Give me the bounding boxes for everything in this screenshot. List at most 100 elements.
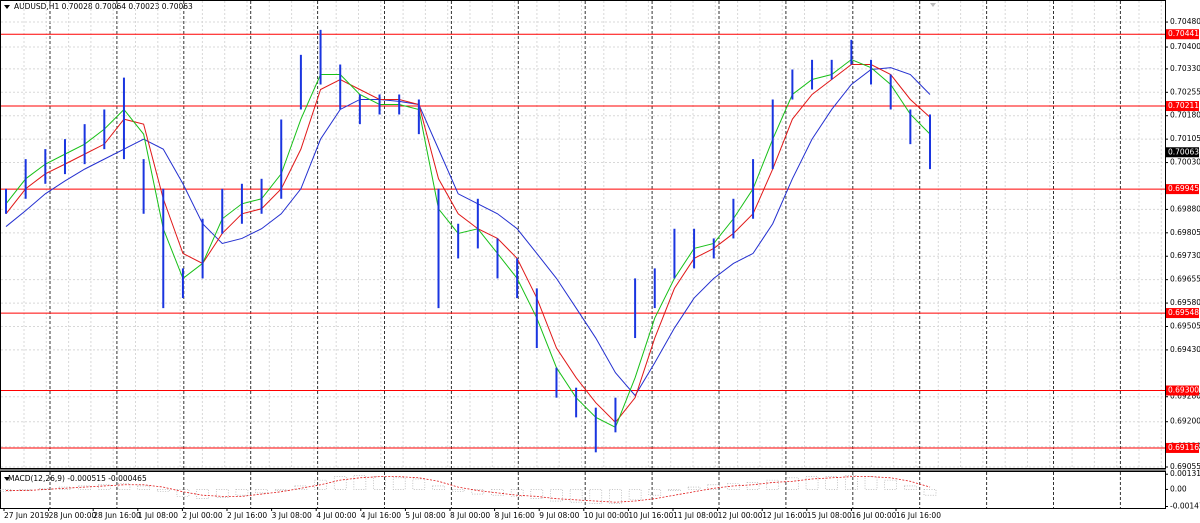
macd-frame	[0, 471, 1166, 509]
x-tick-label: 12 Jul 16:00	[762, 511, 807, 520]
y-tick-label: 0.69730	[1170, 251, 1200, 260]
y-tick-label: 0.70480	[1170, 17, 1200, 26]
macd-bar	[884, 479, 897, 490]
macd-bar	[864, 476, 878, 490]
y-tick-label: 0.69280	[1170, 392, 1200, 401]
y-tick-label: 0.70105	[1170, 134, 1200, 143]
macd-bar	[294, 485, 308, 490]
macd-bar	[707, 484, 721, 490]
x-tick-label: 2 Jul 00:00	[182, 511, 222, 520]
level-label-box	[1166, 385, 1199, 396]
level-label: 0.70441	[1168, 29, 1199, 38]
macd-bar	[196, 489, 209, 500]
macd-bar	[786, 477, 799, 490]
macd-bar	[215, 489, 229, 498]
y-tick-label: 0.69055	[1170, 462, 1200, 471]
macd-bar	[392, 477, 406, 490]
x-tick-label: 15 Jul 08:00	[807, 511, 852, 520]
y-tick-label: 0.70400	[1170, 42, 1200, 51]
macd-bar	[687, 486, 701, 490]
macd-bar	[648, 489, 662, 496]
y-tick-label: 0.70330	[1170, 64, 1200, 73]
macd-bar	[353, 475, 367, 490]
x-tick-label: 8 Jul 16:00	[495, 511, 535, 520]
y-tick-label: -0.001471	[1170, 502, 1200, 511]
x-tick-label: 27 Jun 2019	[4, 511, 49, 520]
level-label: 0.69548	[1168, 308, 1199, 317]
x-tick-label: 11 Jul 08:00	[673, 511, 718, 520]
current-price-label: 0.70063	[1168, 147, 1199, 156]
y-tick-label: 0.69580	[1170, 298, 1200, 307]
x-tick-label: 8 Jul 00:00	[450, 511, 490, 520]
macd-bar	[746, 482, 760, 490]
x-tick-label: 4 Jul 00:00	[316, 511, 356, 520]
y-tick-label: 0.69505	[1170, 321, 1200, 330]
signal-line	[6, 476, 931, 503]
macd-bar	[530, 489, 544, 500]
title-icon	[4, 5, 10, 9]
macd-bar	[471, 489, 485, 495]
level-label-box	[1166, 442, 1199, 453]
x-tick-label: 28 Jun 16:00	[93, 511, 141, 520]
macd-bar	[255, 489, 268, 494]
macd-title: MACD(12,26,9) -0.000515 -0.000465	[8, 474, 147, 483]
macd-bar	[845, 475, 858, 490]
x-tick-label: 10 Jul 00:00	[584, 511, 629, 520]
y-tick-label: 0.69805	[1170, 228, 1200, 237]
x-tick-label: 2 Jul 16:00	[227, 511, 267, 520]
macd-bar	[274, 489, 288, 491]
macd-bar	[314, 479, 327, 490]
y-tick-label: 0.69880	[1170, 204, 1200, 213]
macd-bar	[904, 485, 917, 490]
level-label: 0.69116	[1168, 443, 1199, 452]
scroll-marker	[930, 3, 936, 7]
current-price-box	[1166, 147, 1199, 158]
macd-bar	[825, 476, 839, 490]
x-tick-label: 12 Jul 00:00	[718, 511, 763, 520]
macd-bar	[589, 489, 603, 504]
macd-bar	[451, 489, 465, 493]
macd-bar	[609, 489, 622, 504]
macd-bar	[923, 489, 937, 496]
macd-bar	[432, 485, 445, 490]
level-label-box	[1166, 308, 1199, 319]
level-label-box	[1166, 184, 1199, 195]
level-label: 0.69300	[1168, 386, 1199, 395]
x-tick-label: 16 Jul 16:00	[896, 511, 941, 520]
macd-bar	[766, 479, 780, 490]
chart-title: AUDUSD,H1 0.70028 0.70064 0.70023 0.7006…	[14, 2, 193, 11]
macd-bar	[510, 489, 524, 497]
moving-average	[5, 58, 931, 429]
main-frame	[0, 0, 1166, 469]
level-label-box	[1166, 101, 1199, 112]
macd-bar	[39, 487, 52, 490]
level-label-box	[1166, 29, 1199, 40]
macd-bar	[0, 489, 13, 493]
macd-bar	[550, 489, 563, 502]
macd-bar	[491, 489, 504, 496]
y-tick-label: 0.00131	[1170, 469, 1200, 478]
moving-average	[5, 64, 931, 424]
macd-bar	[569, 489, 583, 503]
y-tick-label: 0.70255	[1170, 87, 1200, 96]
macd-bar	[668, 489, 681, 491]
macd-bar	[156, 489, 170, 493]
y-tick-label: 0.69200	[1170, 417, 1200, 426]
macd-bar	[137, 485, 150, 490]
y-tick-label: 0.69655	[1170, 275, 1200, 284]
macd-bar	[727, 483, 740, 490]
x-tick-label: 4 Jul 16:00	[361, 511, 401, 520]
y-tick-label: 0.70180	[1170, 111, 1200, 120]
x-tick-label: 16 Jul 00:00	[851, 511, 896, 520]
macd-bar	[628, 489, 642, 501]
x-tick-label: 1 Jul 08:00	[138, 511, 178, 520]
x-tick-label: 3 Jul 08:00	[272, 511, 312, 520]
macd-bar	[97, 484, 111, 490]
macd-bar	[412, 478, 426, 490]
y-tick-label: 0.69430	[1170, 345, 1200, 354]
macd-icon	[4, 477, 10, 481]
level-label: 0.69945	[1168, 184, 1199, 193]
level-label: 0.70211	[1168, 101, 1199, 110]
